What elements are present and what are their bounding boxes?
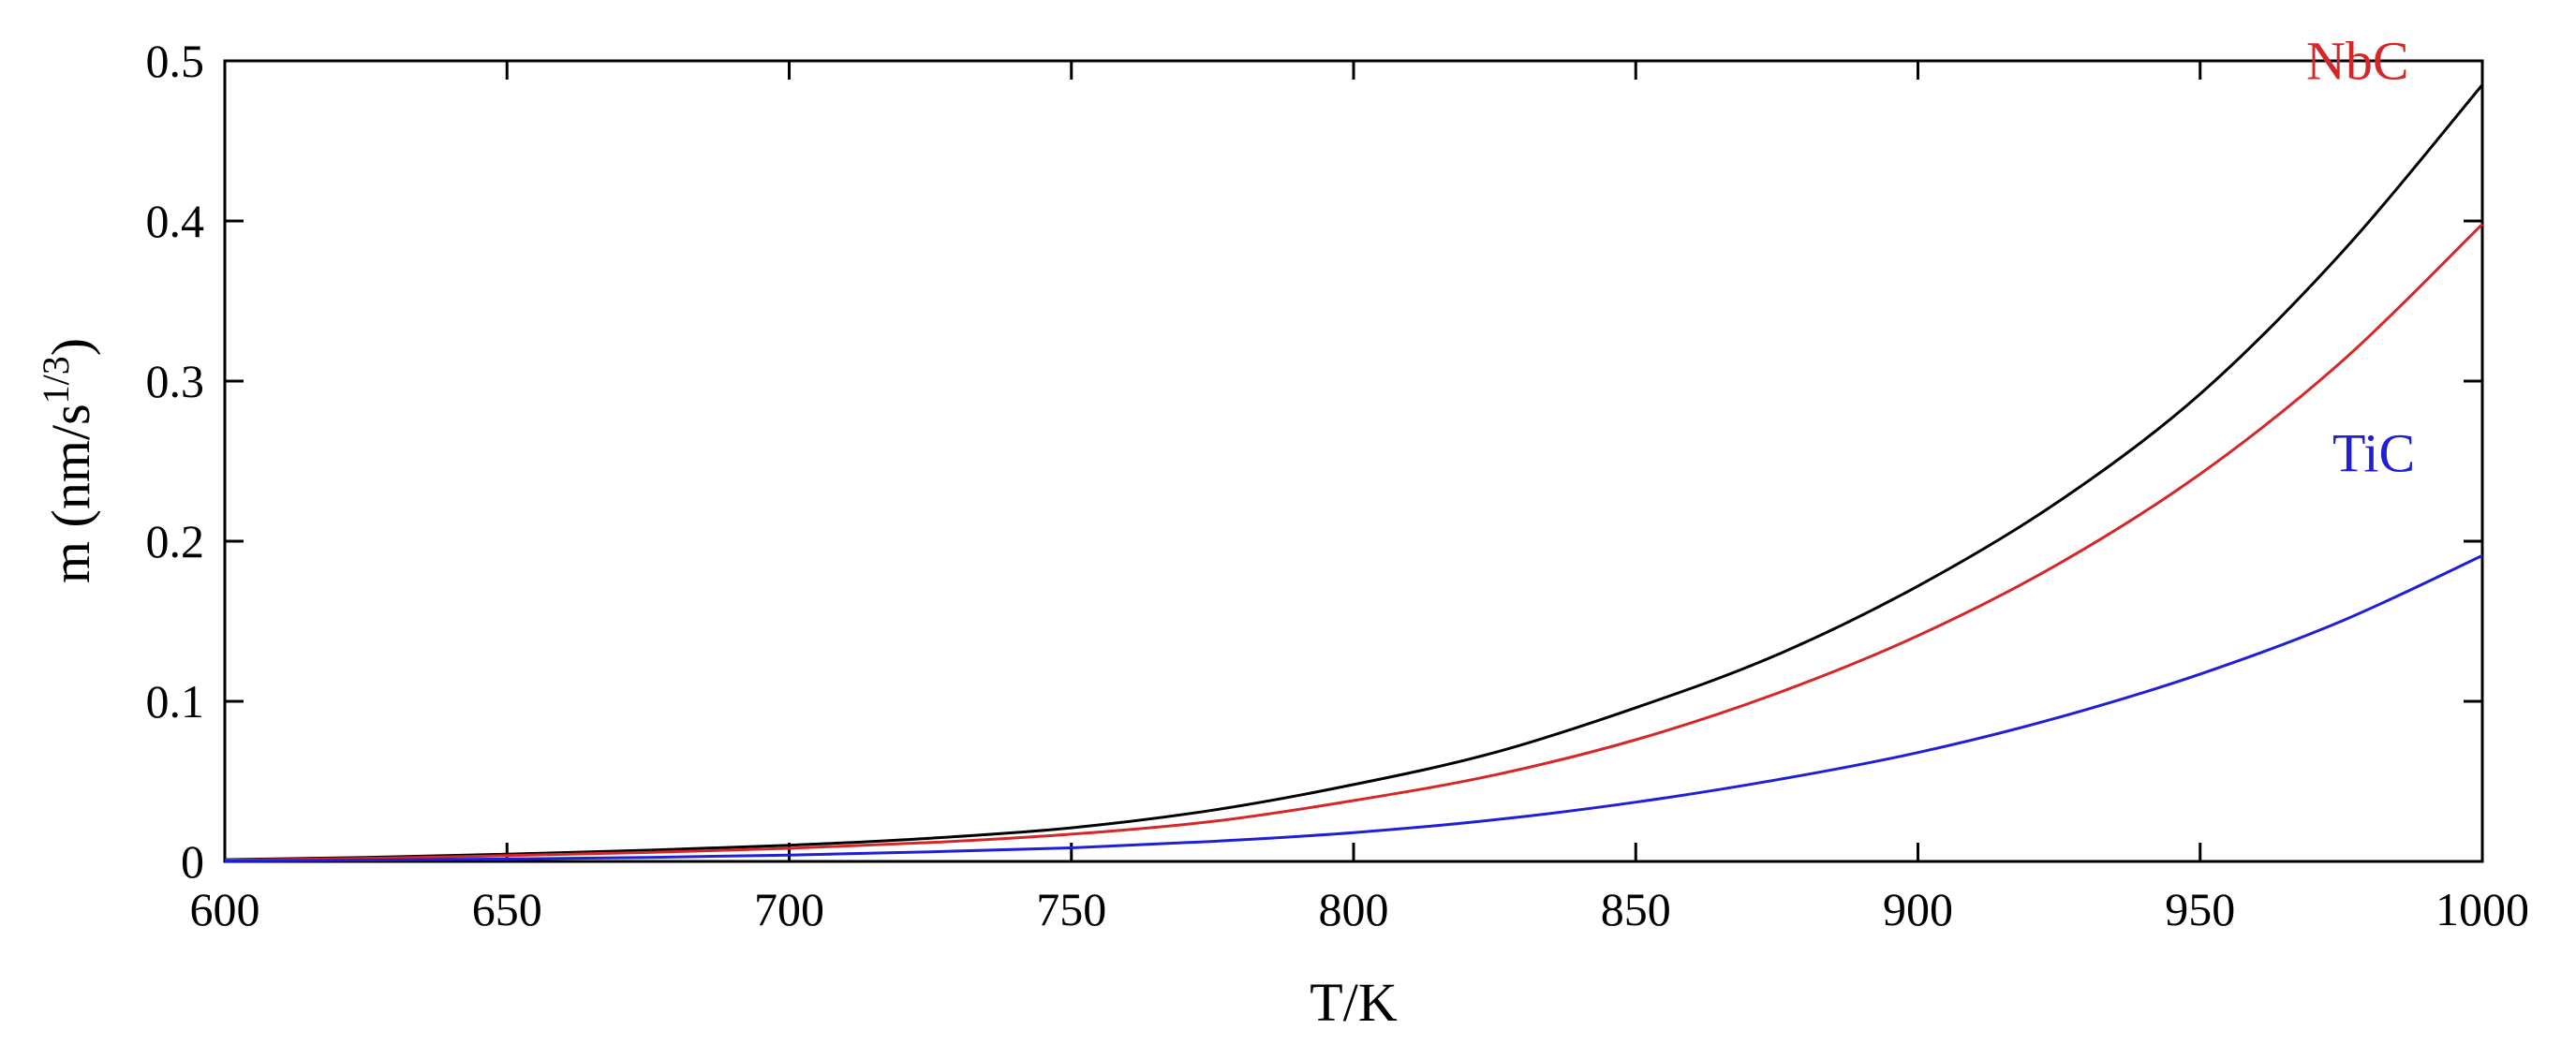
x-axis-ticks: 600 650 700 750 800 850 900 950 1000 (190, 61, 2529, 935)
y-tick-label: 0.5 (146, 35, 205, 87)
x-tick-label: 950 (2165, 883, 2235, 935)
y-tick-label: 0.3 (146, 355, 205, 407)
y-axis-title-main: m (nm/s (40, 404, 101, 583)
y-axis-title: m (nm/s1/3) (35, 338, 101, 583)
y-axis-title-close: ) (40, 338, 101, 356)
series-line-nbc (224, 223, 2484, 862)
series-labels: VCNbCTiC (2306, 30, 2415, 483)
x-tick-label: 1000 (2435, 883, 2529, 935)
series-line-vc (224, 83, 2484, 861)
x-tick-label: 900 (1883, 883, 1953, 935)
x-tick-label: 850 (1601, 883, 1671, 935)
y-tick-label: 0 (181, 835, 204, 888)
series-label-nbc: NbC (2306, 30, 2409, 91)
y-axis-title-superscript: 1/3 (35, 356, 77, 404)
x-axis-title: T/K (1310, 972, 1398, 1033)
x-tick-label: 650 (472, 883, 542, 935)
series-line-tic (224, 554, 2483, 862)
plot-area (223, 59, 2484, 863)
y-tick-label: 0.2 (146, 515, 205, 567)
x-tick-label: 800 (1319, 883, 1389, 935)
y-tick-label: 0.1 (146, 675, 205, 728)
y-tick-label: 0.4 (146, 195, 205, 247)
x-tick-label: 750 (1036, 883, 1106, 935)
x-tick-label: 600 (190, 883, 260, 935)
y-axis-ticks: 0 0.1 0.2 0.3 0.4 0.5 (146, 35, 2482, 888)
x-tick-label: 700 (754, 883, 824, 935)
series-label-tic: TiC (2332, 422, 2415, 483)
series-lines (224, 83, 2484, 862)
